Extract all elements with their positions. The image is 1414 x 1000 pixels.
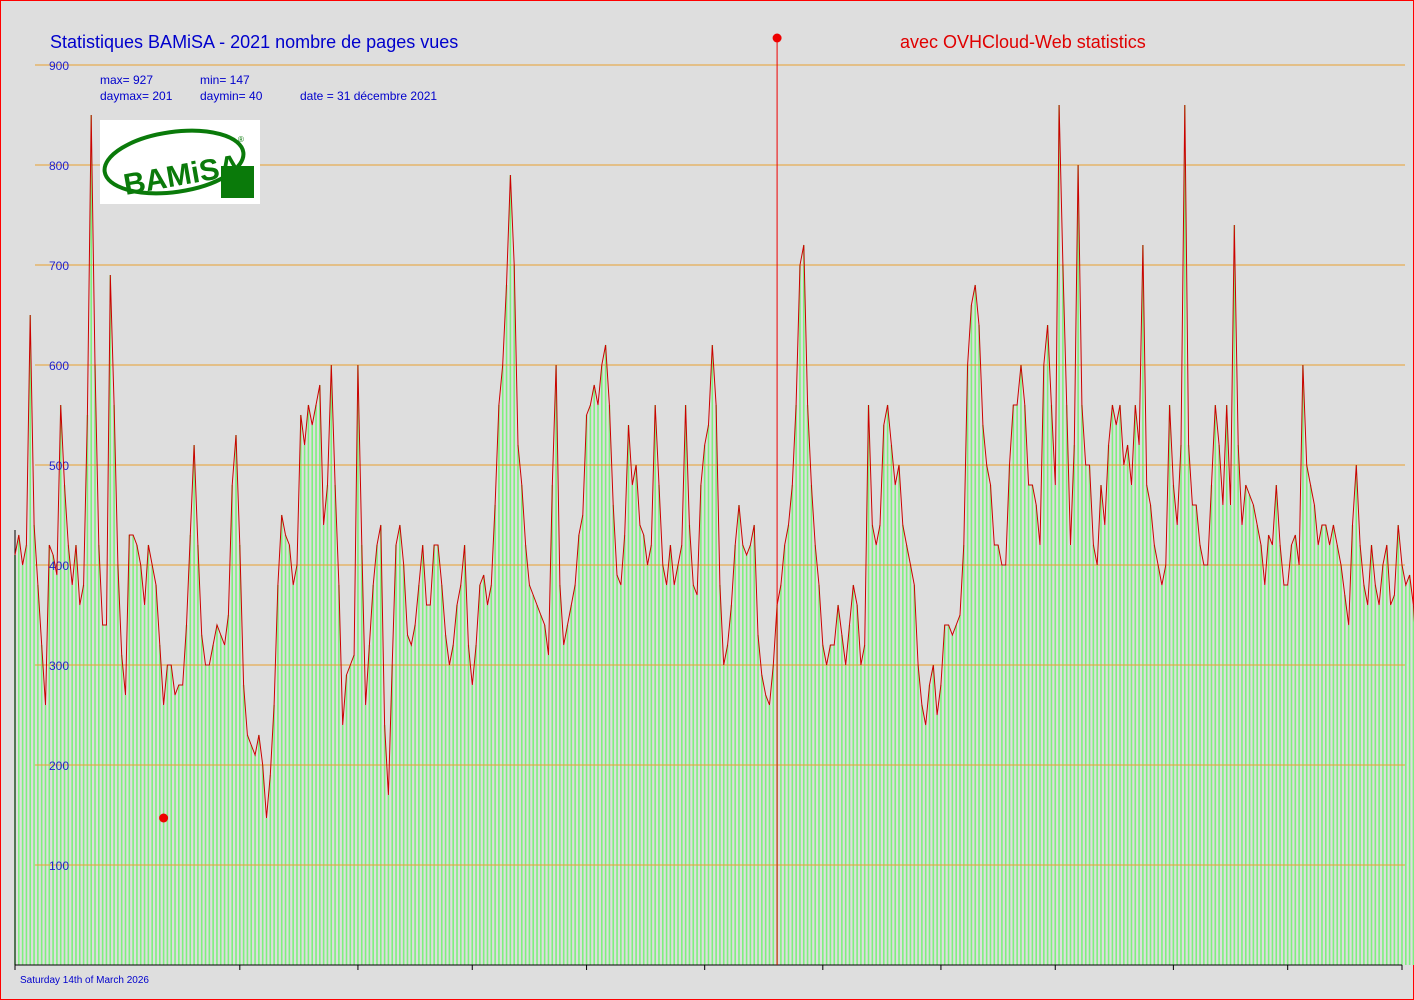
y-tick-label-200: 200 <box>49 759 69 773</box>
svg-text:®: ® <box>238 135 244 144</box>
y-tick-label-700: 700 <box>49 259 69 273</box>
footer-timestamp: Saturday 14th of March 2026 <box>20 975 149 986</box>
stat-min: min= 147 <box>200 73 250 87</box>
stat-date: date = 31 décembre 2021 <box>300 89 438 103</box>
series-line <box>14 104 1414 819</box>
min-marker <box>159 813 169 823</box>
y-tick-label-400: 400 <box>49 559 69 573</box>
y-tick-label-600: 600 <box>49 359 69 373</box>
stat-max: max= 927 <box>100 73 154 87</box>
y-tick-label-900: 900 <box>49 59 69 73</box>
bamisa-logo: BAMiSA ® <box>100 120 260 204</box>
bamisa-logo-image: BAMiSA ® <box>102 128 254 202</box>
chart-subtitle: avec OVHCloud-Web statistics <box>900 32 1146 52</box>
chart-title: Statistiques BAMiSA - 2021 nombre de pag… <box>50 32 459 52</box>
y-tick-label-100: 100 <box>49 859 69 873</box>
stat-daymin: daymin= 40 <box>200 89 263 103</box>
y-tick-label-300: 300 <box>49 659 69 673</box>
stat-daymax: daymax= 201 <box>100 89 173 103</box>
y-tick-label-800: 800 <box>49 159 69 173</box>
max-marker <box>772 33 782 43</box>
